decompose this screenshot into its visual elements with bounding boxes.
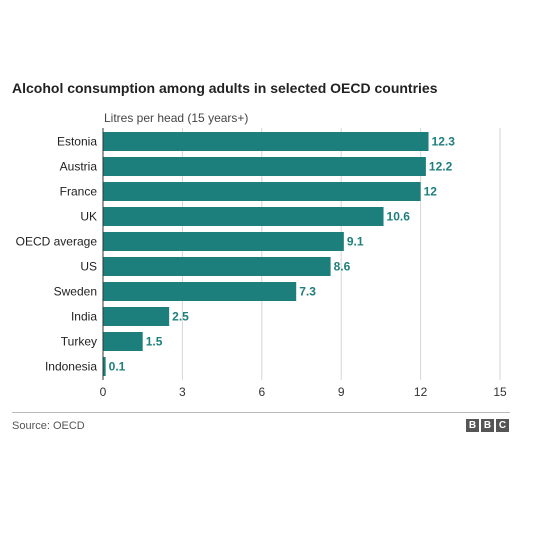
- bar: [103, 232, 344, 251]
- x-tick-label: 9: [338, 385, 345, 399]
- x-axis: 0 3 6 9 12 15: [100, 128, 507, 399]
- value-label: 12: [424, 185, 438, 199]
- value-label: 8.6: [334, 260, 351, 274]
- category-label: France: [60, 185, 98, 199]
- bar: [103, 332, 143, 351]
- bar: [103, 307, 170, 326]
- bbc-logo: B B C: [466, 419, 509, 432]
- value-label: 2.5: [172, 310, 189, 324]
- bar: [103, 182, 421, 201]
- bbc-logo-letter: B: [466, 419, 479, 432]
- chart-title: Alcohol consumption among adults in sele…: [12, 80, 438, 96]
- bars: Estonia 12.3 Austria 12.2 France 12 UK 10.6 OECD…: [16, 132, 456, 376]
- value-label: 12.2: [429, 160, 453, 174]
- bar: [103, 282, 297, 301]
- bar: [103, 207, 384, 226]
- bar: [103, 257, 331, 276]
- value-label: 0.1: [109, 360, 126, 374]
- bbc-logo-letter: B: [481, 419, 494, 432]
- value-label: 7.3: [299, 285, 316, 299]
- category-label: Indonesia: [45, 360, 97, 374]
- category-label: India: [71, 310, 97, 324]
- value-label: 10.6: [387, 210, 411, 224]
- chart-subtitle: Litres per head (15 years+): [104, 111, 248, 125]
- category-label: UK: [80, 210, 97, 224]
- category-label: Estonia: [57, 135, 97, 149]
- category-label: OECD average: [16, 235, 98, 249]
- category-label: Austria: [60, 160, 98, 174]
- bar: [103, 357, 106, 376]
- bbc-logo-letter: C: [496, 419, 509, 432]
- category-label: US: [80, 260, 97, 274]
- bar: [103, 132, 429, 151]
- x-tick-label: 15: [493, 385, 507, 399]
- x-tick-label: 0: [100, 385, 107, 399]
- x-tick-label: 6: [258, 385, 265, 399]
- value-label: 9.1: [347, 235, 364, 249]
- x-tick-label: 12: [414, 385, 428, 399]
- category-label: Sweden: [54, 285, 97, 299]
- source-note: Source: OECD: [12, 420, 85, 432]
- value-label: 1.5: [146, 335, 163, 349]
- bar: [103, 157, 426, 176]
- category-label: Turkey: [61, 335, 97, 349]
- x-tick-label: 3: [179, 385, 186, 399]
- footer-divider: [12, 412, 510, 413]
- value-label: 12.3: [432, 135, 456, 149]
